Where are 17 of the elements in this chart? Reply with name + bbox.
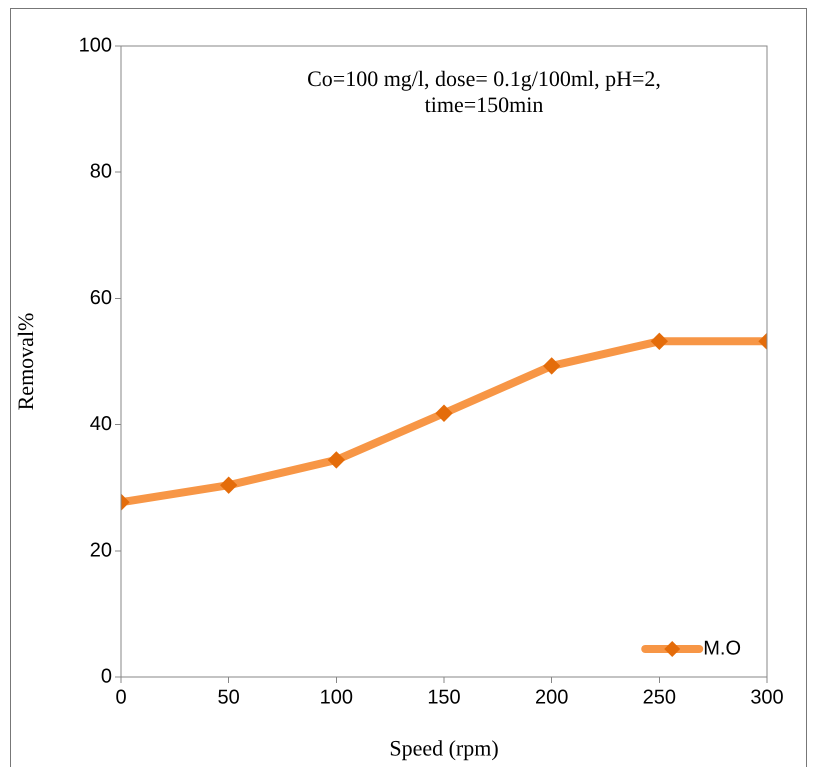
x-tick-label: 200: [534, 686, 568, 709]
x-tick-label: 50: [218, 686, 240, 709]
y-axis-title: Removal%: [12, 312, 38, 410]
y-tick-label: 100: [78, 34, 112, 57]
x-tick-label: 100: [320, 686, 354, 709]
x-tick-label: 0: [115, 686, 127, 709]
y-tick-label: 80: [90, 160, 112, 183]
y-tick-label: 0: [100, 666, 112, 688]
x-tick-label: 150: [427, 686, 461, 709]
x-tick-label: 250: [642, 686, 676, 709]
y-tick-label: 60: [90, 286, 112, 309]
x-axis-title: Speed (rpm): [389, 736, 499, 761]
y-tick-label: 20: [90, 539, 112, 562]
annotation: Co=100 mg/l, dose= 0.1g/100ml, pH=2, time=150min: [307, 66, 661, 117]
y-tick-label: 40: [90, 413, 112, 436]
x-tick-label: 300: [750, 686, 784, 709]
legend-label: M.O: [703, 638, 742, 660]
